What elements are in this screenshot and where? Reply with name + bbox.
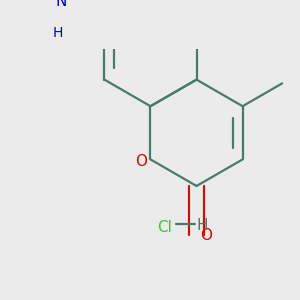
Text: H: H bbox=[196, 218, 208, 233]
Text: Cl: Cl bbox=[157, 220, 172, 235]
Text: N: N bbox=[56, 0, 67, 9]
Text: O: O bbox=[135, 154, 147, 169]
Text: H: H bbox=[53, 26, 63, 40]
Text: O: O bbox=[200, 228, 212, 243]
